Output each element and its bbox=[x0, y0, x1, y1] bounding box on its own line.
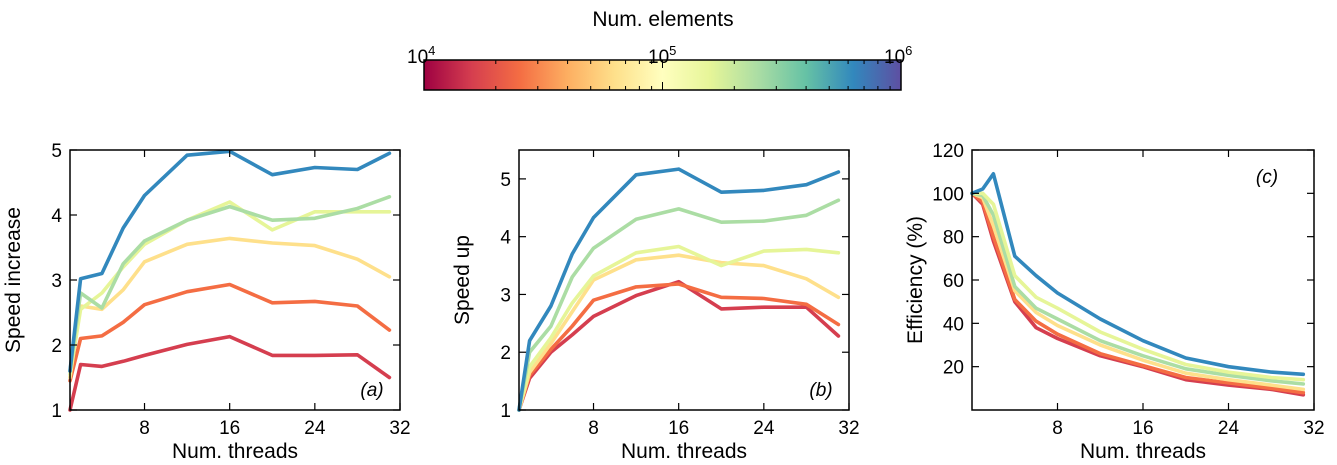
plot-frame-b bbox=[518, 149, 850, 411]
y-tick-label-c: 60 bbox=[943, 271, 964, 292]
y-tick-label-c: 80 bbox=[943, 228, 964, 249]
series-line-a-2 bbox=[68, 236, 392, 380]
y-tick-label-a: 4 bbox=[51, 206, 62, 227]
series-line-a-1 bbox=[68, 282, 392, 383]
x-tick-label-c: 16 bbox=[1132, 418, 1153, 439]
panel-a: 8 16 24 32 1 2 3 4 5 Num. threads Speed increase (a… bbox=[2, 141, 411, 463]
panel-b: 8 16 24 32 1 2 3 4 5 Num. threads Speed up (b) bbox=[451, 149, 860, 463]
colorbar: Num. elements 104 105 106 bbox=[407, 8, 912, 91]
x-tick-label-c: 8 bbox=[1052, 418, 1063, 439]
x-axis-label-b: Num. threads bbox=[621, 440, 747, 463]
series-line-b-5 bbox=[517, 167, 841, 412]
x-tick-label-c: 32 bbox=[1303, 418, 1324, 439]
series-line-a-0 bbox=[68, 334, 392, 412]
y-tick-label-b: 3 bbox=[500, 285, 511, 306]
x-tick-label-b: 24 bbox=[753, 418, 775, 439]
x-tick-label-b: 16 bbox=[668, 418, 689, 439]
y-tick-label-c: 20 bbox=[943, 358, 964, 379]
colorbar-title: Num. elements bbox=[592, 8, 733, 31]
x-tick-label-b: 8 bbox=[588, 418, 599, 439]
x-axis-label-c: Num. threads bbox=[1080, 440, 1206, 463]
series-line-b-3 bbox=[517, 244, 841, 412]
series-line-b-1 bbox=[517, 282, 841, 412]
y-tick-label-a: 2 bbox=[51, 336, 62, 357]
colorbar-tick-label-1e6: 106 bbox=[884, 43, 912, 68]
series-line-b-4 bbox=[517, 198, 841, 412]
series-line-c-4 bbox=[970, 191, 1306, 382]
x-tick-label-a: 24 bbox=[304, 418, 326, 439]
y-axis-label-a: Speed increase bbox=[2, 207, 25, 353]
y-tick-label-a: 1 bbox=[51, 401, 62, 422]
colorbar-tick-label-1e5: 105 bbox=[648, 43, 676, 68]
x-axis-label-a: Num. threads bbox=[172, 440, 298, 463]
series-line-c-3 bbox=[970, 191, 1306, 386]
y-tick-label-c: 100 bbox=[932, 184, 964, 205]
x-tick-label-c: 24 bbox=[1218, 418, 1240, 439]
y-axis-label-c: Efficiency (%) bbox=[904, 216, 927, 344]
series-line-c-5 bbox=[970, 172, 1306, 377]
panel-tag-a: (a) bbox=[360, 380, 383, 401]
y-tick-label-a: 5 bbox=[51, 141, 62, 162]
colorbar-tick-labels: 104 105 106 bbox=[407, 43, 912, 68]
y-tick-label-c: 120 bbox=[932, 141, 964, 162]
x-tick-label-a: 8 bbox=[139, 418, 150, 439]
panel-c: 8 16 24 32 20 40 60 80 100 120 Num. threads Efficie… bbox=[904, 141, 1325, 463]
panel-tag-c: (c) bbox=[1256, 167, 1278, 188]
series-line-c-2 bbox=[970, 191, 1306, 392]
y-tick-label-c: 40 bbox=[943, 314, 964, 335]
colorbar-ticks bbox=[423, 60, 902, 90]
y-axis-label-b: Speed up bbox=[451, 235, 474, 325]
series-line-c-1 bbox=[970, 191, 1306, 395]
y-tick-label-b: 5 bbox=[500, 170, 511, 191]
series-line-a-3 bbox=[68, 200, 392, 377]
x-tick-label-b: 32 bbox=[838, 418, 859, 439]
y-tick-label-b: 2 bbox=[500, 343, 511, 364]
series-line-a-5 bbox=[68, 149, 392, 373]
series-line-b-0 bbox=[517, 279, 841, 412]
y-tick-label-a: 3 bbox=[51, 271, 62, 292]
y-tick-label-b: 1 bbox=[500, 401, 511, 422]
panel-tag-b: (b) bbox=[809, 380, 832, 401]
plot-frame-a bbox=[69, 149, 401, 411]
y-tick-label-b: 4 bbox=[500, 228, 511, 249]
x-tick-label-a: 16 bbox=[219, 418, 240, 439]
colorbar-tick-label-1e4: 104 bbox=[407, 43, 435, 68]
x-tick-label-a: 32 bbox=[389, 418, 410, 439]
series-line-a-4 bbox=[68, 195, 392, 373]
series-line-b-2 bbox=[517, 253, 841, 412]
